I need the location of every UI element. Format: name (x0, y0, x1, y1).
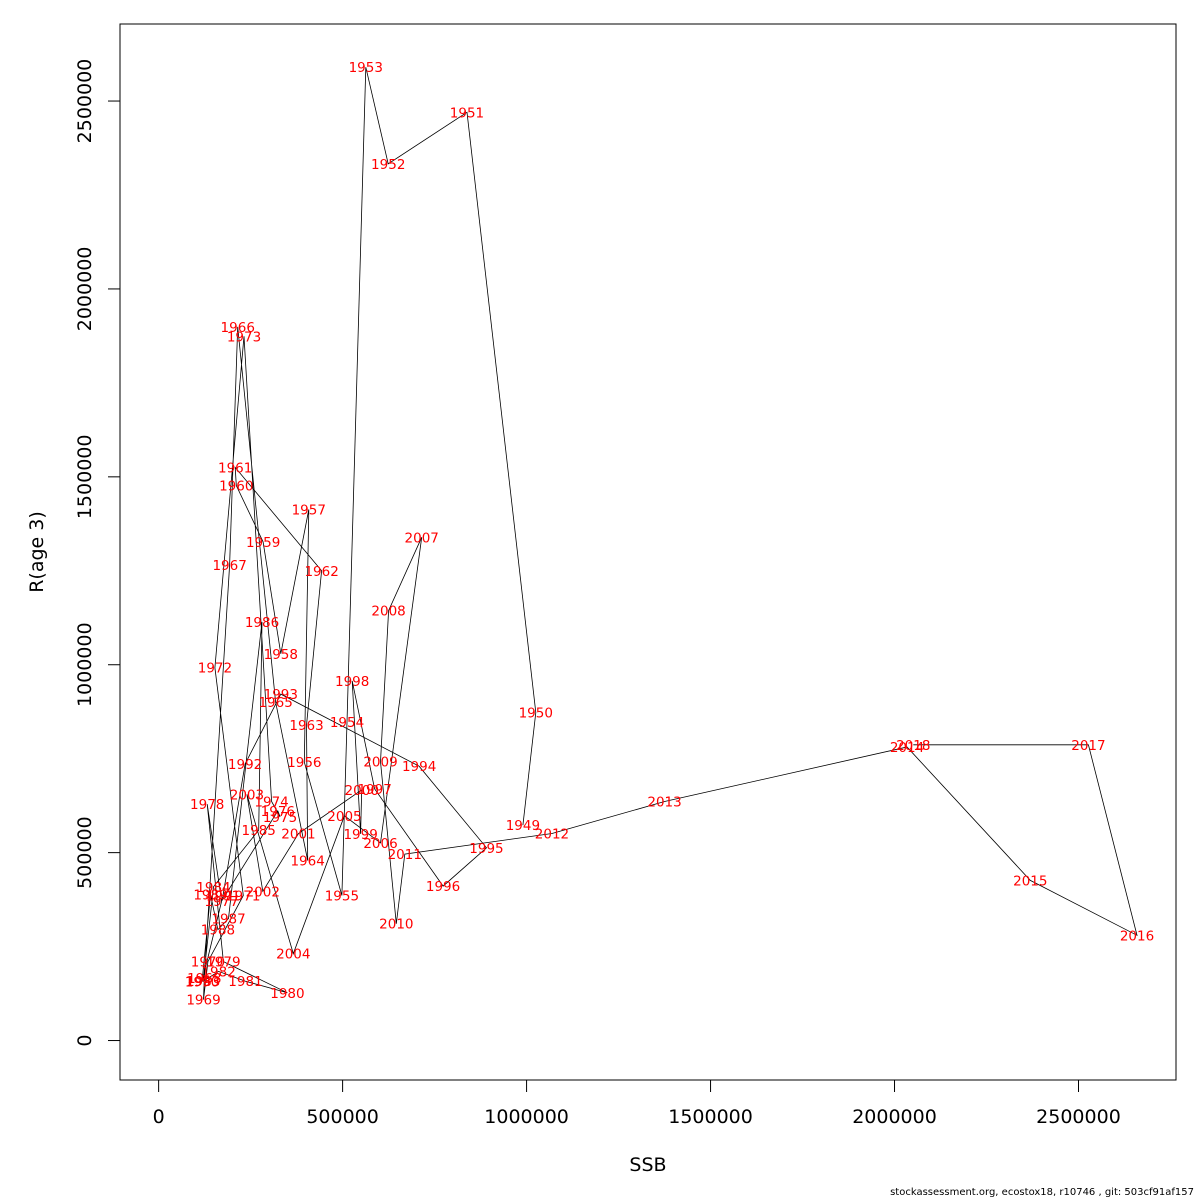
point-label-1956: 1956 (287, 755, 321, 771)
point-label-1966: 1966 (221, 320, 255, 336)
point-label-1955: 1955 (325, 888, 359, 904)
x-axis: 0 500000 1000000 1500000 2000000 2500000 (153, 1079, 1121, 1128)
series-line (201, 67, 1138, 1000)
y-tick-label: 500000 (74, 816, 96, 889)
point-label-2006: 2006 (363, 836, 397, 852)
point-label-2014: 2014 (890, 740, 924, 756)
point-label-1971: 1971 (226, 888, 260, 904)
point-label-1961: 1961 (218, 460, 252, 476)
point-label-2018: 2018 (896, 738, 930, 754)
x-tick-label: 500000 (306, 1106, 379, 1128)
point-label-1988: 1988 (201, 923, 235, 939)
point-label-1974: 1974 (254, 795, 288, 811)
point-label-1999: 1999 (343, 827, 377, 843)
point-label-1981: 1981 (228, 974, 262, 990)
point-label-1985: 1985 (242, 823, 276, 839)
point-label-1992: 1992 (228, 757, 262, 773)
point-label-2000: 2000 (345, 783, 379, 799)
point-label-2016: 2016 (1120, 928, 1154, 944)
point-label-1991: 1991 (206, 888, 240, 904)
point-label-1990: 1990 (185, 975, 219, 991)
point-label-1982: 1982 (201, 964, 235, 980)
point-label-1976: 1976 (261, 804, 295, 820)
x-axis-title: SSB (629, 1154, 666, 1176)
y-tick-label: 1500000 (74, 435, 96, 520)
point-label-1960: 1960 (219, 478, 253, 494)
point-label-1993: 1993 (264, 687, 298, 703)
point-label-1963: 1963 (289, 718, 323, 734)
point-label-2003: 2003 (230, 787, 264, 803)
point-label-1998: 1998 (335, 674, 369, 690)
point-label-2010: 2010 (379, 917, 413, 933)
point-label-2013: 2013 (647, 795, 681, 811)
point-label-1964: 1964 (290, 854, 324, 870)
point-labels: 1949 1950 1951 1952 1953 1954 1955 1956 1957 1958… (185, 60, 1154, 1008)
point-label-2015: 2015 (1013, 873, 1047, 889)
y-tick-label: 1000000 (74, 622, 96, 707)
point-label-1973: 1973 (227, 329, 261, 345)
point-label-2001: 2001 (281, 826, 315, 842)
point-label-1975: 1975 (263, 810, 297, 826)
x-tick-label: 1500000 (668, 1106, 753, 1128)
point-label-2002: 2002 (246, 884, 280, 900)
point-label-1954: 1954 (330, 715, 364, 731)
point-label-1997: 1997 (357, 782, 391, 798)
plot-frame (119, 23, 1177, 1081)
point-label-1962: 1962 (304, 564, 338, 580)
y-tick-label: 2000000 (74, 247, 96, 332)
point-label-1984: 1984 (196, 880, 230, 896)
x-tick-label: 0 (153, 1106, 165, 1128)
y-axis-title: R(age 3) (26, 511, 48, 593)
point-label-1967: 1967 (212, 558, 246, 574)
point-label-2011: 2011 (388, 847, 422, 863)
point-label-1977: 1977 (204, 894, 238, 910)
point-label-1994: 1994 (402, 759, 436, 775)
point-label-1987: 1987 (211, 911, 245, 927)
x-tick-label: 2000000 (852, 1106, 937, 1128)
x-tick-label: 2500000 (1036, 1106, 1121, 1128)
point-label-1968: 1968 (187, 971, 221, 987)
point-label-1965: 1965 (258, 695, 292, 711)
point-label-2004: 2004 (276, 947, 310, 963)
point-label-2017: 2017 (1071, 738, 1105, 754)
point-label-1996: 1996 (426, 879, 460, 895)
x-tick-label: 1000000 (484, 1106, 569, 1128)
y-tick-label: 2500000 (74, 59, 96, 144)
point-label-1951: 1951 (450, 105, 484, 121)
point-label-1959: 1959 (246, 535, 280, 551)
point-label-2009: 2009 (363, 755, 397, 771)
point-label-2008: 2008 (371, 604, 405, 620)
point-label-1957: 1957 (292, 503, 326, 519)
point-label-1995: 1995 (469, 841, 503, 857)
point-label-1953: 1953 (349, 60, 383, 76)
point-label-1969: 1969 (186, 993, 220, 1009)
point-label-2007: 2007 (405, 530, 439, 546)
point-label-1978: 1978 (190, 797, 224, 813)
point-label-1970: 1970 (191, 955, 225, 971)
point-label-1952: 1952 (371, 157, 405, 173)
point-label-1980: 1980 (270, 986, 304, 1002)
point-label-1972: 1972 (198, 661, 232, 677)
y-axis: 0 500000 1000000 1500000 2000000 2500000 (74, 59, 121, 1047)
footer-credit: stockassessment.org, ecostox18, r10746 ,… (890, 1187, 1194, 1198)
point-label-1983: 1983 (186, 974, 220, 990)
point-label-1986: 1986 (245, 615, 279, 631)
point-label-2012: 2012 (535, 826, 569, 842)
point-label-1949: 1949 (506, 818, 540, 834)
point-label-1979: 1979 (206, 955, 240, 971)
point-label-1989: 1989 (193, 887, 227, 903)
point-label-1958: 1958 (264, 647, 298, 663)
y-tick-label: 0 (74, 1034, 96, 1046)
point-label-2005: 2005 (327, 809, 361, 825)
point-label-1950: 1950 (519, 705, 553, 721)
